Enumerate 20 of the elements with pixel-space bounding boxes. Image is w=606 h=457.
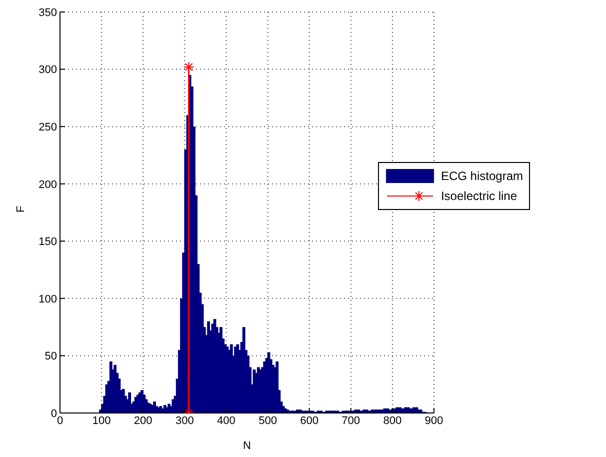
y-tick-label: 100 [38, 293, 57, 306]
y-tick-label: 350 [38, 6, 57, 19]
y-tick-label: 200 [38, 178, 57, 191]
y-tick-label: 300 [38, 64, 57, 76]
y-axis-title: F [14, 206, 27, 212]
x-tick-label: 100 [92, 414, 111, 427]
x-tick-label: 900 [424, 414, 444, 427]
legend-label: Isoelectric line [440, 189, 517, 203]
x-tick-label: 700 [342, 414, 360, 427]
y-tick-label: 250 [38, 121, 57, 134]
legend-label: ECG histogram [440, 169, 523, 183]
x-tick-label: 500 [258, 414, 277, 427]
x-tick-label: 300 [175, 414, 194, 427]
x-tick-label: 400 [217, 414, 236, 427]
x-tick-label: 800 [383, 414, 402, 427]
x-tick-label: 600 [300, 414, 318, 427]
y-tick-label: 50 [44, 350, 57, 363]
x-axis-title: N [243, 440, 252, 452]
x-tick-label: 200 [134, 414, 152, 427]
y-tick-label: 150 [38, 236, 57, 248]
